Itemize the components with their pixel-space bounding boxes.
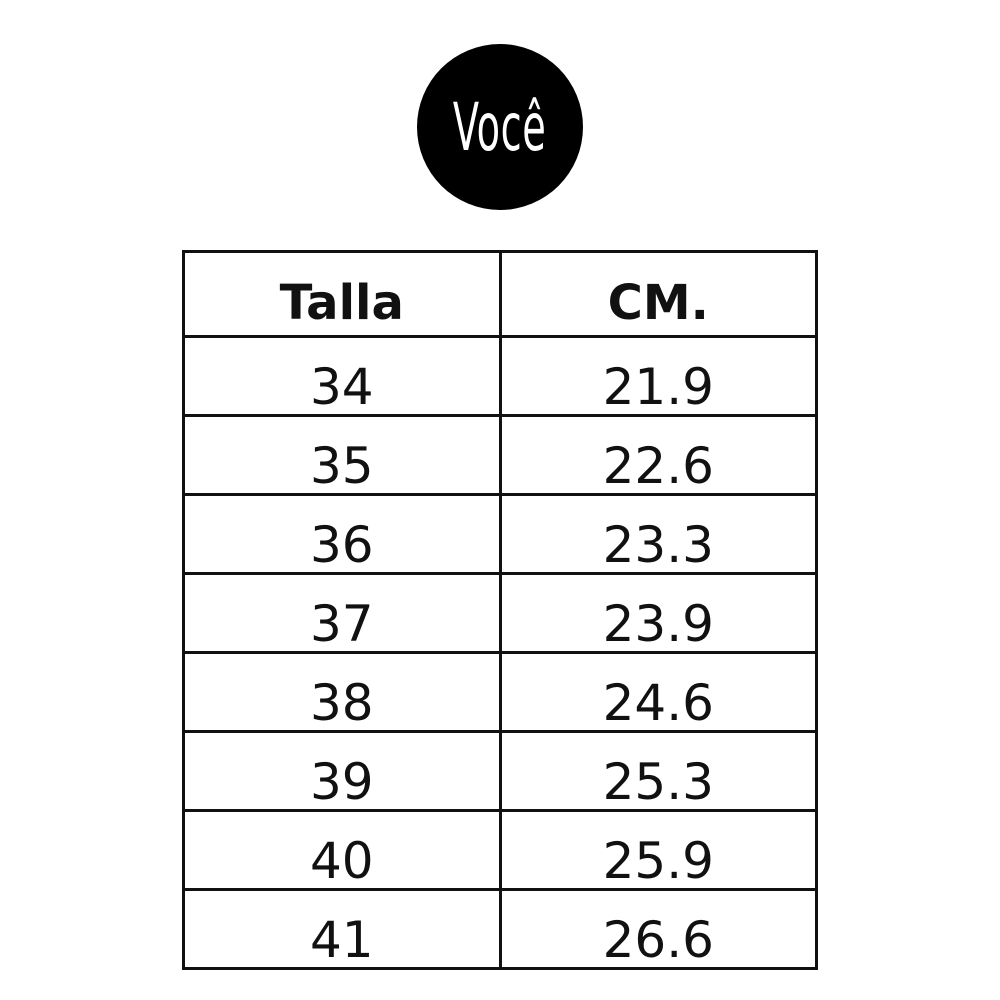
table-cell: 22.6 (498, 414, 818, 496)
table-cell: 39 (182, 730, 502, 812)
table-row: 37 23.9 (182, 572, 818, 654)
header-cell: Talla (182, 250, 502, 338)
table-row: 36 23.3 (182, 493, 818, 575)
table-row: 40 25.9 (182, 809, 818, 891)
table-row: 35 22.6 (182, 414, 818, 496)
table-cell: 21.9 (498, 335, 818, 417)
table-cell: 23.9 (498, 572, 818, 654)
table-cell: 24.6 (498, 651, 818, 733)
table-cell: 40 (182, 809, 502, 891)
table-row: 39 25.3 (182, 730, 818, 812)
header-row: Talla CM. (182, 250, 818, 338)
table-cell: 41 (182, 888, 502, 970)
table-cell: 36 (182, 493, 502, 575)
table-cell: 25.3 (498, 730, 818, 812)
table-row: 41 26.6 (182, 888, 818, 970)
table-cell: 26.6 (498, 888, 818, 970)
size-table: Talla CM. 34 21.9 35 22.6 36 23.3 37 23.9 38 24.6 39… (182, 250, 818, 970)
table-cell: 34 (182, 335, 502, 417)
table-cell: 37 (182, 572, 502, 654)
table-body: Talla CM. 34 21.9 35 22.6 36 23.3 37 23.9 38 24.6 39… (182, 250, 818, 970)
table-cell: 38 (182, 651, 502, 733)
logo-text: Você (453, 88, 547, 166)
table-cell: 25.9 (498, 809, 818, 891)
table-row: 34 21.9 (182, 335, 818, 417)
logo: Você (417, 44, 583, 210)
table-cell: 35 (182, 414, 502, 496)
table-cell: 23.3 (498, 493, 818, 575)
header-cell: CM. (498, 250, 818, 338)
table-row: 38 24.6 (182, 651, 818, 733)
